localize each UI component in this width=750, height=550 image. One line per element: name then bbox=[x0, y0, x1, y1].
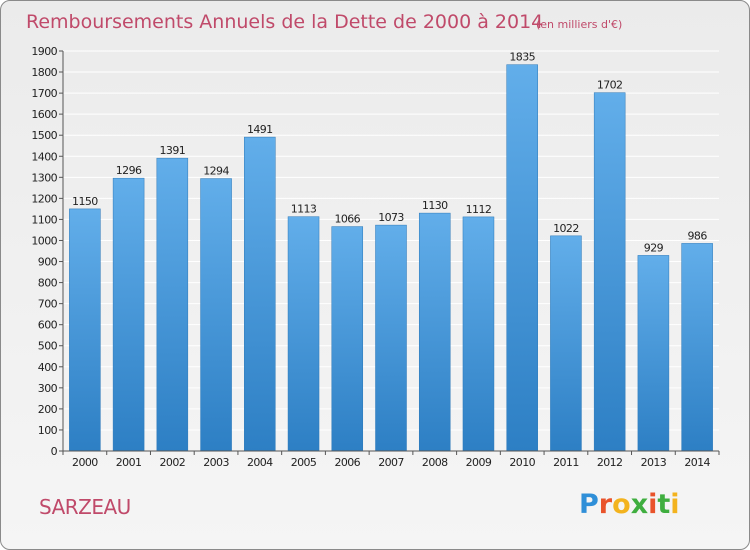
bar-value-label: 986 bbox=[688, 229, 708, 242]
y-tick-label: 100 bbox=[38, 424, 58, 437]
logo-letter: o bbox=[612, 489, 631, 520]
y-axis-ticks: 0 100 200 300 400 500 600 700 800 900 1000 1100 1200… bbox=[31, 45, 63, 458]
x-tick-label: 2003 bbox=[203, 456, 229, 469]
y-tick-label: 1100 bbox=[31, 213, 57, 226]
bar-value-label: 1113 bbox=[291, 203, 317, 216]
x-tick-label: 2009 bbox=[466, 456, 492, 469]
commune-name: SARZEAU bbox=[39, 495, 131, 519]
bar bbox=[462, 216, 495, 452]
y-tick-label: 200 bbox=[38, 403, 58, 416]
y-tick-label: 1400 bbox=[31, 150, 57, 163]
bar bbox=[69, 208, 101, 452]
logo-letter: P bbox=[579, 489, 599, 520]
chart-title: Remboursements Annuels de la Dette de 20… bbox=[26, 11, 543, 33]
bar bbox=[200, 178, 232, 452]
x-tick-label: 2008 bbox=[422, 456, 448, 469]
chart-unit-note: (en milliers d'€) bbox=[536, 18, 622, 31]
bar-value-label: 1022 bbox=[553, 222, 579, 235]
bar bbox=[287, 216, 320, 452]
bar-value-label: 1130 bbox=[422, 199, 448, 212]
y-tick-label: 500 bbox=[38, 340, 58, 353]
bar-value-label: 1112 bbox=[466, 203, 492, 216]
y-tick-label: 300 bbox=[38, 382, 58, 395]
y-tick-label: 1700 bbox=[31, 87, 57, 100]
bar bbox=[156, 157, 189, 452]
x-axis-ticks: 2000 2001 2002 2003 2004 2005 2006 2007 2008 2009… bbox=[62, 451, 720, 469]
logo-letter: i bbox=[648, 489, 658, 520]
x-tick-label: 2000 bbox=[72, 456, 98, 469]
x-tick-label: 2002 bbox=[160, 456, 186, 469]
x-tick-label: 2001 bbox=[116, 456, 142, 469]
y-tick-label: 900 bbox=[38, 256, 58, 269]
y-tick-label: 1500 bbox=[31, 129, 57, 142]
proxiti-logo[interactable]: Proxiti bbox=[579, 489, 680, 520]
y-tick-label: 400 bbox=[38, 361, 58, 374]
logo-letter: r bbox=[598, 489, 613, 520]
bar-value-label: 1073 bbox=[378, 211, 404, 224]
bar-value-label: 1294 bbox=[203, 165, 229, 178]
y-tick-label: 0 bbox=[51, 445, 58, 458]
bar bbox=[550, 235, 582, 452]
bar bbox=[681, 243, 713, 452]
y-tick-label: 1600 bbox=[31, 108, 57, 121]
bar-value-label: 1150 bbox=[72, 195, 98, 208]
bar bbox=[418, 212, 451, 452]
y-tick-label: 1300 bbox=[31, 171, 57, 184]
bar bbox=[506, 64, 538, 452]
x-tick-label: 2005 bbox=[291, 456, 317, 469]
bar-value-label: 1702 bbox=[597, 79, 623, 92]
bar-value-label: 1491 bbox=[247, 123, 273, 136]
logo-letter: x bbox=[630, 489, 649, 520]
y-tick-label: 700 bbox=[38, 298, 58, 311]
y-tick-label: 1200 bbox=[31, 192, 57, 205]
bar bbox=[375, 224, 407, 452]
bar-value-label: 1391 bbox=[160, 144, 186, 157]
bar bbox=[112, 177, 145, 452]
x-tick-label: 2014 bbox=[684, 456, 710, 469]
x-tick-label: 2004 bbox=[247, 456, 273, 469]
x-tick-label: 2012 bbox=[597, 456, 623, 469]
y-tick-label: 1000 bbox=[31, 234, 57, 247]
y-tick-label: 1800 bbox=[31, 66, 57, 79]
y-tick-label: 600 bbox=[38, 319, 58, 332]
bar-value-label: 1066 bbox=[334, 213, 360, 226]
axes bbox=[62, 51, 719, 452]
bar-value-label: 929 bbox=[644, 241, 664, 254]
x-tick-label: 2013 bbox=[641, 456, 667, 469]
bar bbox=[331, 226, 364, 452]
bar bbox=[637, 255, 670, 452]
logo-letter: t bbox=[657, 489, 671, 520]
x-tick-label: 2011 bbox=[553, 456, 579, 469]
x-tick-label: 2007 bbox=[378, 456, 404, 469]
bar-value-label: 1835 bbox=[509, 51, 535, 64]
x-tick-label: 2006 bbox=[334, 456, 360, 469]
x-tick-label: 2010 bbox=[509, 456, 535, 469]
logo-letter: i bbox=[670, 489, 680, 520]
y-tick-label: 1900 bbox=[31, 45, 57, 58]
bar bbox=[593, 92, 626, 452]
bars: 1150 1296 1391 1294 1491 1113 1066 1073 1130 1112… bbox=[69, 51, 713, 452]
bar bbox=[244, 136, 276, 452]
bar-value-label: 1296 bbox=[116, 164, 142, 177]
y-tick-label: 800 bbox=[38, 277, 58, 290]
